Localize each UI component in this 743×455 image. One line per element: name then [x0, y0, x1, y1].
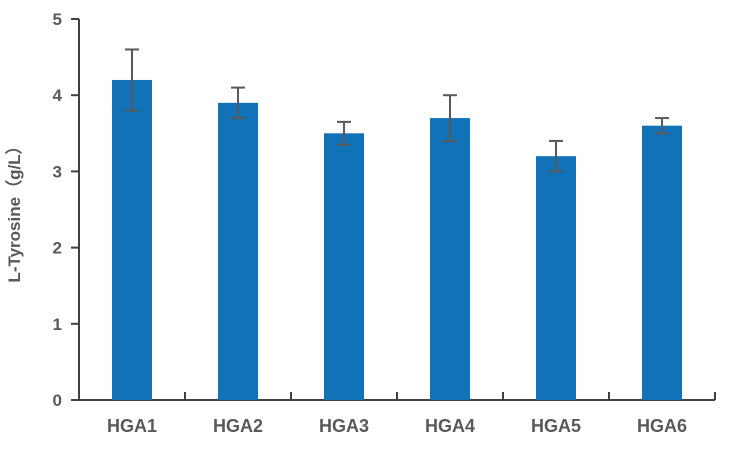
bar-hga4	[430, 118, 470, 400]
x-category-label: HGA4	[425, 416, 475, 436]
plot-area: 0 1 2 3 4 5 HGA1 HGA2 HGA3 HGA4 HGA5 HGA6	[53, 10, 716, 436]
x-category-label: HGA5	[531, 416, 581, 436]
x-category-label: HGA1	[107, 416, 157, 436]
x-category-label: HGA6	[637, 416, 687, 436]
y-axis-title: L-Tyrosine（g/L）	[4, 137, 24, 282]
y-tick-label: 4	[53, 86, 63, 105]
y-tick-label: 5	[53, 10, 62, 29]
y-tick-label: 0	[53, 391, 62, 410]
bar-hga2	[218, 102, 258, 400]
bar-hga6	[642, 125, 682, 401]
y-tick-label: 2	[53, 239, 62, 258]
bar-hga3	[324, 133, 364, 401]
bar-hga5	[536, 156, 576, 400]
x-category-label: HGA2	[213, 416, 263, 436]
bar-hga1	[112, 79, 152, 401]
x-category-label: HGA3	[319, 416, 369, 436]
y-tick-label: 1	[53, 315, 62, 334]
y-tick-label: 3	[53, 162, 62, 181]
